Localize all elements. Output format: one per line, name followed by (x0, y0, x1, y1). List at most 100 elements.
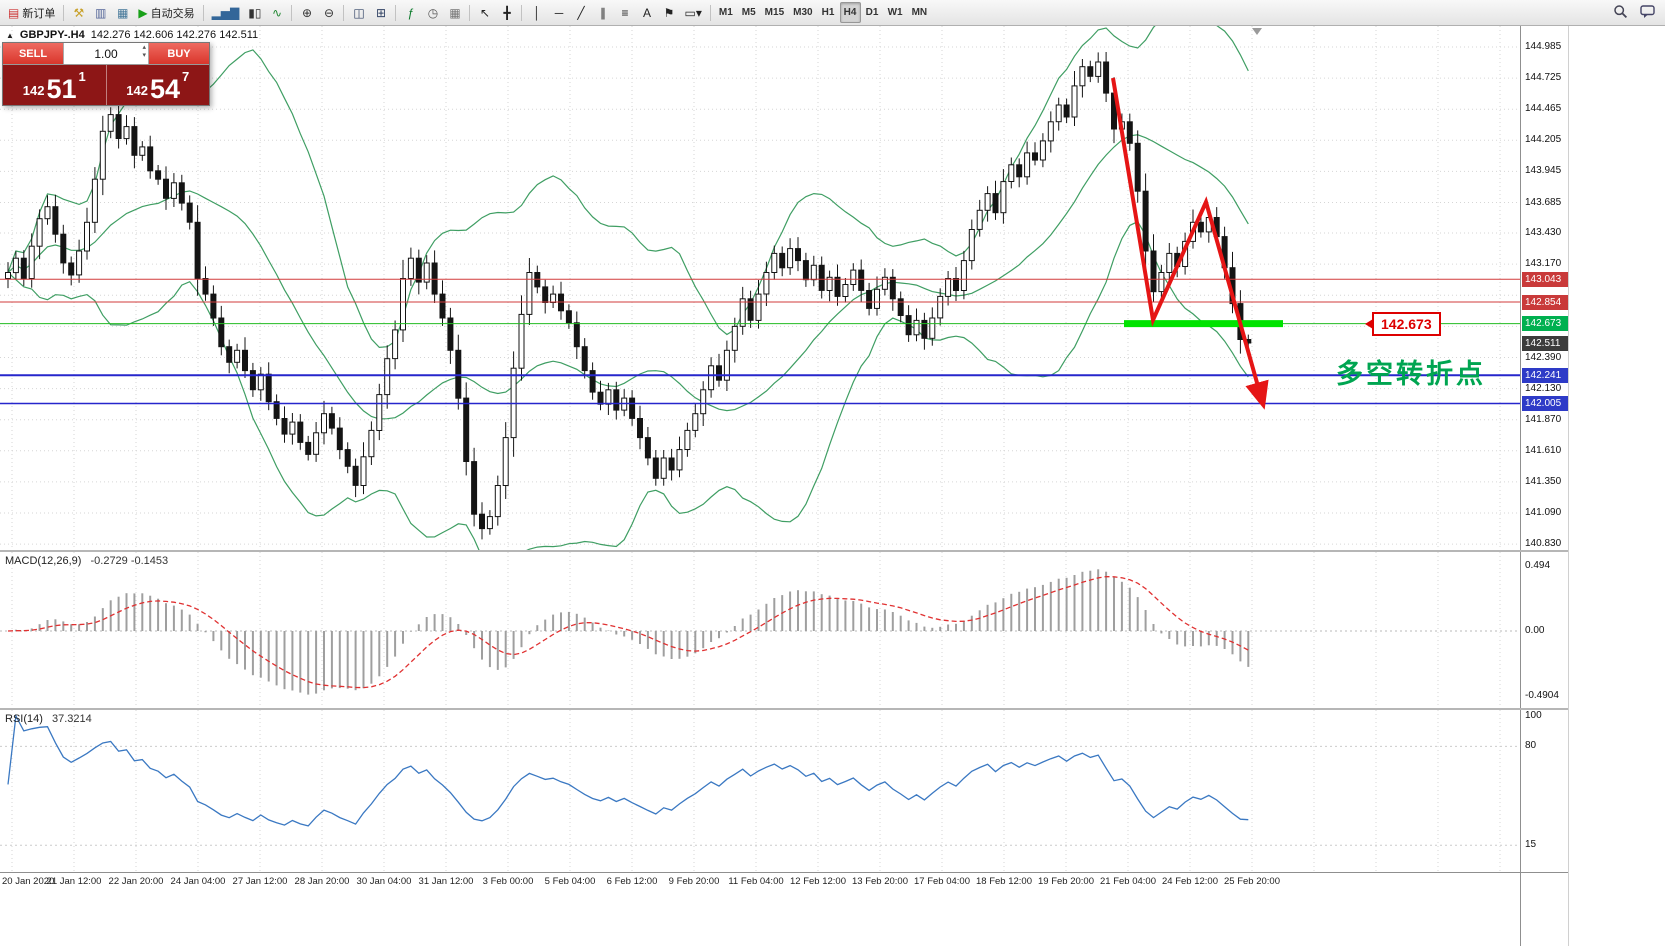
price-axis-label: 143.945 (1525, 165, 1562, 177)
price-axis-label: 143.170 (1525, 258, 1562, 270)
time-axis-label: 18 Feb 12:00 (976, 876, 1032, 887)
price-axis-label: 143.430 (1525, 227, 1562, 238)
rsi-splitter[interactable] (0, 708, 1568, 710)
timeframe-d1-button[interactable]: D1 (862, 2, 883, 23)
chart-window-edge (1568, 26, 1569, 946)
chat-icon (1640, 4, 1655, 22)
trade-top-row: SELL 1.00 ▴ ▾ BUY (3, 43, 209, 65)
cursor-button[interactable]: ↖ (474, 2, 495, 23)
macd-axis-label: 0.494 (1525, 559, 1551, 571)
timeframe-h1-button[interactable]: H1 (818, 2, 839, 23)
history-button[interactable]: ◷ (422, 2, 443, 23)
new-order-icon: ▤ (8, 5, 20, 20)
candlestick-chart-button[interactable]: ▮▯ (244, 2, 265, 23)
horizontal-line-button[interactable]: ─ (548, 2, 569, 23)
timeframe-w1-button[interactable]: W1 (884, 2, 907, 23)
price-axis-label: 141.870 (1525, 413, 1562, 425)
search-button[interactable] (1609, 2, 1632, 23)
bar-chart-icon: ▂▅▇ (211, 5, 240, 20)
time-axis[interactable]: 20 Jan 2020 21 Jan 12:00 22 Jan 20:00 24 Ja… (0, 874, 1520, 892)
volume-input[interactable]: 1.00 ▴ ▾ (63, 43, 149, 64)
macd-canvas[interactable] (0, 552, 1520, 708)
text-label-button[interactable]: ⚑ (658, 2, 679, 23)
zoom-out-button[interactable]: ⊖ (318, 2, 339, 23)
buy-button[interactable]: BUY (149, 43, 209, 64)
time-axis-label: 25 Feb 20:00 (1224, 876, 1280, 887)
sell-price-small: 142 (22, 83, 45, 98)
market-watch-icon: ▦ (117, 5, 129, 20)
cascade-windows-button[interactable]: ⊞ (370, 2, 391, 23)
buy-quote[interactable]: 142 54 7 (107, 65, 210, 105)
sell-button[interactable]: SELL (3, 43, 63, 64)
strategy-tester-icon: ▦ (449, 5, 461, 20)
price-badge-143.043: 143.043 (1522, 271, 1568, 287)
time-axis-label: 19 Feb 20:00 (1038, 876, 1094, 887)
cascade-windows-icon: ⊞ (375, 5, 387, 20)
chart-shift-marker-icon[interactable] (1252, 28, 1262, 35)
symbol-marker-icon: ▲ (6, 30, 14, 40)
line-chart-button[interactable]: ∿ (266, 2, 287, 23)
timeframe-m30-button[interactable]: M30 (789, 2, 816, 23)
rsi-canvas[interactable] (0, 710, 1520, 872)
shapes-button[interactable]: ▭▾ (680, 2, 705, 23)
auto-trading-label: 自动交易 (150, 7, 195, 20)
indicators-button[interactable]: ƒ (400, 2, 421, 23)
timeframe-m1-button[interactable]: M1 (715, 2, 737, 23)
new-order-button[interactable]: ▤ 新订单 (4, 2, 59, 23)
trendline-button[interactable]: ╱ (570, 2, 591, 23)
profiles-icon: ▥ (95, 5, 107, 20)
spinner-up-icon[interactable]: ▴ (142, 44, 146, 51)
volume-value: 1.00 (94, 46, 118, 61)
toolbar-separator (395, 4, 397, 21)
price-axis[interactable]: 144.985 144.725 144.465 144.205 143.945 143.6… (1520, 26, 1568, 946)
market-watch-button[interactable]: ▦ (112, 2, 133, 23)
price-callout[interactable]: 142.673 (1372, 312, 1441, 336)
zoom-in-button[interactable]: ⊕ (296, 2, 317, 23)
timeframe-m15-button[interactable]: M15 (761, 2, 788, 23)
volume-spinner[interactable]: ▴ ▾ (142, 44, 146, 61)
channel-icon: ∥ (599, 5, 606, 20)
one-click-trade-widget: SELL 1.00 ▴ ▾ BUY 142 51 1 1 (2, 42, 210, 106)
profiles-button[interactable]: ▥ (90, 2, 111, 23)
strategy-tester-button[interactable]: ▦ (444, 2, 465, 23)
price-axis-label: 141.090 (1525, 507, 1562, 518)
tools-icon: ⚒ (73, 5, 85, 20)
timeframe-h4-button[interactable]: H4 (839, 2, 861, 23)
time-axis-label: 11 Feb 04:00 (728, 876, 784, 887)
time-axis-label: 21 Jan 12:00 (46, 876, 102, 887)
crosshair-icon: ╋ (503, 5, 511, 20)
fibonacci-button[interactable]: ≡ (614, 2, 635, 23)
price-axis-label: 140.830 (1525, 538, 1562, 550)
timeframe-m5-button[interactable]: M5 (738, 2, 760, 23)
symbol-period-label: GBPJPY-.H4 (19, 29, 85, 41)
sell-quote[interactable]: 142 51 1 (3, 65, 106, 105)
timeframe-mn-button[interactable]: MN (908, 2, 932, 23)
toolbar-right-group (1609, 2, 1659, 23)
price-axis-label: 142.130 (1525, 382, 1562, 394)
rsi-axis-label: 80 (1525, 740, 1537, 752)
spinner-down-icon[interactable]: ▾ (142, 52, 146, 60)
price-axis-label: 144.465 (1525, 103, 1562, 115)
time-axis-label: 22 Jan 20:00 (108, 876, 164, 887)
sell-price-big: 51 (46, 73, 77, 104)
quote-divider (105, 65, 107, 105)
auto-trading-button[interactable]: ▶ 自动交易 (134, 2, 198, 23)
toolbar-separator (63, 4, 65, 21)
vertical-line-icon: │ (533, 5, 541, 20)
crosshair-button[interactable]: ╋ (496, 2, 517, 23)
macd-splitter[interactable] (0, 550, 1568, 552)
channel-button[interactable]: ∥ (592, 2, 613, 23)
tools-button[interactable]: ⚒ (68, 2, 89, 23)
vertical-line-button[interactable]: │ (526, 2, 547, 23)
chat-button[interactable] (1636, 2, 1659, 23)
price-chart-canvas[interactable] (0, 26, 1520, 550)
time-axis-label: 9 Feb 20:00 (668, 876, 720, 887)
bar-chart-button[interactable]: ▂▅▇ (208, 2, 244, 23)
text-button[interactable]: A (636, 2, 657, 23)
price-axis-label: 143.685 (1525, 196, 1562, 208)
macd-axis-label: 0.00 (1525, 625, 1545, 636)
tile-windows-button[interactable]: ◫ (348, 2, 369, 23)
turning-point-annotation[interactable]: 多空转折点 (1336, 359, 1486, 389)
macd-header: MACD(12,26,9) -0.2729 -0.1453 (5, 555, 168, 567)
